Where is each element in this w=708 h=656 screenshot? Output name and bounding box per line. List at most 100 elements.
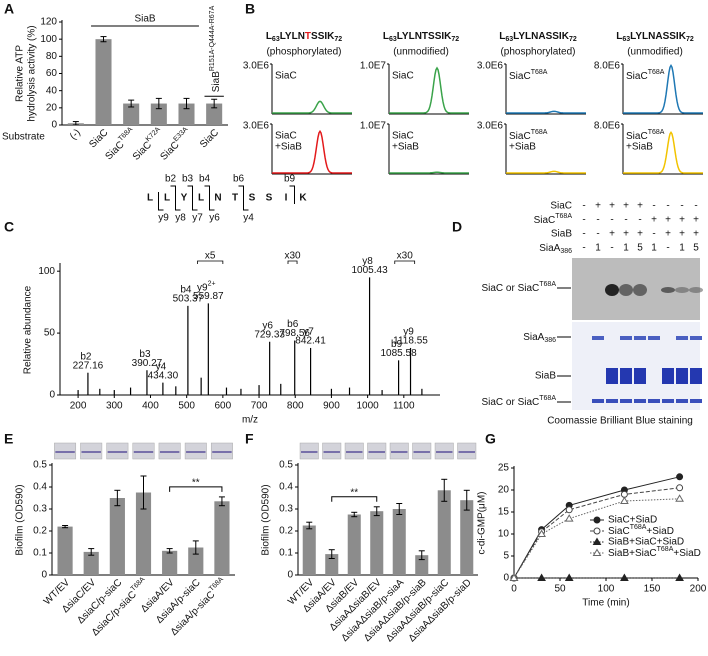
- bar-note-part: R151A-Q444A-R67A: [210, 5, 217, 71]
- column-title: L63LYLNASSIK72: [499, 31, 577, 44]
- biofilm-thumbnail: [457, 442, 477, 460]
- peak-label: y4: [156, 361, 167, 372]
- cell: -: [638, 215, 641, 226]
- column-title-part: LYLNASSIK: [513, 31, 570, 42]
- bracket-label: SiaB: [134, 14, 155, 25]
- y-ion-mark: [175, 192, 181, 211]
- row-label: SiaB: [551, 229, 572, 240]
- peak-label: y8: [362, 256, 373, 267]
- legend-label-part: T68A: [630, 524, 647, 531]
- y-ion-label: y7: [192, 213, 203, 224]
- cell: +: [693, 215, 699, 226]
- residue: S: [266, 193, 273, 204]
- marker: [620, 490, 628, 498]
- y-ion-mark: [243, 192, 249, 211]
- y-tick-label: 20: [498, 485, 510, 496]
- column-title-part: L: [383, 31, 389, 42]
- x-tick-label: 200: [70, 401, 87, 412]
- column-title-part: 63: [272, 36, 280, 43]
- peak-mz-label: 1085.58: [381, 348, 418, 359]
- gel-band: [620, 368, 632, 384]
- legend-label: SiaB+SiaC+SiaD: [608, 537, 684, 548]
- column-title-part: SSIK: [311, 31, 335, 42]
- biofilm-thumbnail: [389, 442, 409, 460]
- residue: L: [198, 193, 204, 204]
- zoom-label: x5: [205, 251, 216, 262]
- peak-label: y6: [262, 320, 273, 331]
- column-subtitle: (unmodified): [627, 47, 683, 58]
- column-subtitle: (phosphorylated): [266, 47, 341, 58]
- gel-band: [634, 336, 646, 340]
- trace-label-part: SiaC: [509, 131, 531, 142]
- gel-caption: Coomassie Brilliant Blue staining: [547, 416, 693, 427]
- cell: -: [666, 201, 669, 212]
- legend-marker: [593, 527, 601, 535]
- y-tick-label: 60: [46, 68, 58, 79]
- trace-label: SiaC: [275, 131, 297, 142]
- residue: Y: [181, 193, 188, 204]
- zoom-bracket: [197, 260, 224, 264]
- y-tick-label: 120: [40, 17, 57, 28]
- row-label: SiaA386: [539, 243, 572, 256]
- row-label: SiaCT68A: [534, 213, 573, 225]
- column-title-part: L: [499, 31, 505, 42]
- peak-mz-label: 559.87: [193, 291, 224, 302]
- cell: -: [596, 229, 599, 240]
- x-tick-label: 600: [215, 401, 232, 412]
- bar: [188, 547, 204, 575]
- y-tick-label: 50: [44, 328, 56, 339]
- biofilm-thumbnail: [344, 442, 364, 460]
- biofilm-thumbnail: [106, 442, 129, 460]
- bar: [214, 501, 230, 575]
- y-ion-label: y9: [158, 213, 169, 224]
- y-tick-label: 10: [498, 529, 510, 540]
- bar: [178, 103, 195, 125]
- trace-label: +SiaB: [275, 142, 302, 153]
- trace-label: +SiaB: [626, 142, 653, 153]
- bar: [150, 103, 167, 125]
- panel-label: F: [245, 431, 254, 447]
- gel-band: [592, 336, 604, 340]
- marker: [564, 514, 574, 522]
- cell: +: [679, 229, 685, 240]
- significance-label: **: [192, 478, 200, 489]
- y-tick-label: 0: [287, 570, 293, 581]
- gel-band: [662, 368, 674, 384]
- y-tick-label: 5: [503, 551, 509, 562]
- x-tick-label: 800: [287, 401, 304, 412]
- biofilm-thumbnail: [299, 442, 319, 460]
- trace-label-part: T68A: [531, 129, 548, 136]
- column-title-part: 63: [389, 36, 397, 43]
- gel-band: [690, 368, 702, 384]
- gel-band: [676, 368, 688, 384]
- y-ion-label: y6: [209, 213, 220, 224]
- band-label-part: 386: [544, 337, 556, 344]
- x-tick-label: 1000: [356, 401, 379, 412]
- x-tick-label-part: E33A: [173, 126, 190, 143]
- column-subtitle: (unmodified): [393, 47, 449, 58]
- panel-label: B: [245, 1, 255, 17]
- bar: [95, 39, 112, 125]
- column-title-part: 63: [622, 36, 630, 43]
- y-tick-label: 3.0E6: [477, 121, 504, 132]
- y-tick-label: 15: [498, 507, 510, 518]
- y-axis-label: hydrolysis activity (%): [27, 25, 38, 121]
- column-title-part: LYLN: [280, 31, 305, 42]
- zoom-label: x30: [284, 251, 301, 262]
- y-tick-label: 0.2: [33, 526, 47, 537]
- x-tick-label: SiaCE33A: [157, 126, 193, 162]
- biofilm-thumbnail: [412, 442, 432, 460]
- biofilm-thumbnail: [184, 442, 207, 460]
- column-title-part: 72: [334, 36, 342, 43]
- trace-label-part: T68A: [648, 129, 665, 136]
- band-label: SiaC or SiaCT68A: [481, 395, 556, 407]
- significance-label: **: [350, 487, 358, 498]
- chromatogram-peak: [272, 100, 352, 114]
- bar: [83, 551, 99, 575]
- legend-label: SiaCT68A+SiaD: [608, 524, 674, 536]
- peak-label: y92+: [197, 281, 216, 293]
- residue: L: [164, 193, 170, 204]
- y-tick-label: 1.0E7: [360, 61, 387, 72]
- peak-label: b3: [139, 349, 151, 360]
